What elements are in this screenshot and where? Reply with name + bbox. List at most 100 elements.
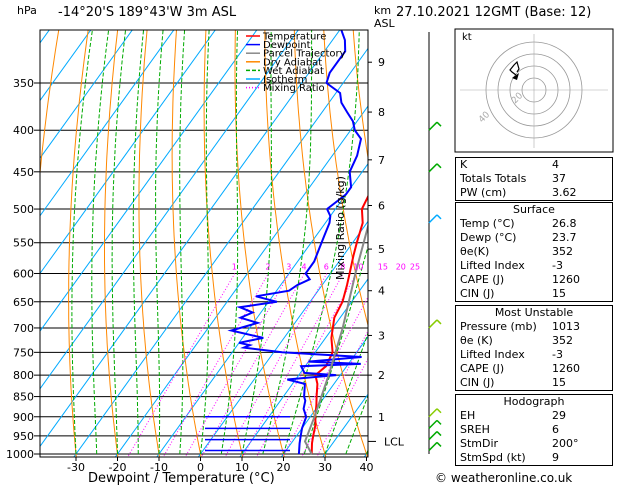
wind-barb-icon	[428, 214, 438, 224]
mixing-ratio-axis-title: Mixing Ratio (g/kg)	[334, 176, 347, 280]
pressure-tick-500: 500	[13, 203, 34, 216]
wind-barb-icon	[428, 431, 438, 441]
legend-item-mixing-ratio: Mixing Ratio	[263, 83, 325, 94]
pressure-tick-550: 550	[13, 237, 34, 250]
general-index-label: K	[460, 158, 468, 171]
surface-index-label: Lifted Index	[460, 259, 525, 272]
most-unstable-index-label: CIN (J)	[460, 376, 495, 389]
general-index-value: 3.62	[552, 186, 577, 199]
wind-barb-flag	[436, 431, 442, 437]
surface-title: Surface	[513, 203, 555, 216]
wind-barb-icon	[428, 121, 438, 131]
isotherm-line	[280, 335, 368, 457]
temp-tick--20: -20	[109, 461, 127, 474]
wet-adiabat-line	[324, 331, 368, 455]
mixing-ratio-line	[300, 329, 368, 457]
wet-adiabat-line	[111, 30, 127, 455]
hodograph-index-label: EH	[460, 409, 476, 422]
surface-index-label: Temp (°C)	[460, 217, 515, 230]
legend-item-temperature: Temperature	[262, 32, 326, 43]
general-index-label: PW (cm)	[460, 186, 507, 199]
pressure-tick-650: 650	[13, 296, 34, 309]
surface-index-value: 352	[552, 245, 573, 258]
surface-index-value: -3	[552, 259, 563, 272]
dry-adiabat-line	[323, 30, 368, 328]
mixing-ratio-label-2: 2	[265, 262, 270, 271]
temp-tick--30: -30	[67, 461, 85, 474]
wet-adiabat-line	[283, 30, 360, 455]
wind-barb-flag	[436, 419, 442, 425]
wet-adiabat-line	[241, 30, 272, 455]
isotherm-line	[114, 105, 368, 457]
isotherm-line	[239, 278, 368, 457]
hodograph-index-label: StmDir	[460, 437, 499, 450]
wind-barb-flag	[436, 441, 442, 447]
surface-index-value: 15	[552, 287, 566, 300]
dry-adiabat-line	[264, 30, 327, 457]
dry-adiabat-line	[171, 30, 202, 457]
wind-barb-icon	[428, 163, 438, 173]
hodograph-index-value: 6	[552, 423, 559, 436]
pressure-tick-450: 450	[13, 166, 34, 179]
lcl-label: LCL	[384, 435, 405, 448]
dewpoint-line	[227, 30, 363, 455]
pressure-tick-600: 600	[13, 267, 34, 280]
wind-barb-flag	[436, 214, 442, 220]
km-tick-3: 3	[378, 329, 385, 342]
wind-barb-icon	[428, 408, 438, 418]
temp-tick-0: 0	[197, 461, 204, 474]
km-tick-9: 9	[378, 56, 385, 69]
isotherm-line	[73, 47, 368, 457]
dry-adiabat-line	[138, 30, 161, 457]
mixing-ratio-label-20: 20	[396, 262, 406, 271]
mixing-ratio-line	[162, 273, 269, 457]
km-tick-8: 8	[378, 106, 385, 119]
surface-table: Surface Temp (°C) 26.8 Dewp (°C) 23.7 θe(K) 3…	[455, 202, 613, 302]
pressure-tick-400: 400	[13, 124, 34, 137]
wind-barb-flag	[436, 408, 442, 414]
dry-adiabat-line	[40, 30, 60, 179]
mixing-ratio-line	[241, 273, 344, 457]
km-tick-2: 2	[378, 369, 385, 382]
copyright-footer: © weatheronline.co.uk	[435, 471, 573, 485]
wind-barb-icon	[428, 441, 438, 451]
wet-adiabat-line	[71, 30, 93, 455]
most-unstable-table: Most Unstable Pressure (mb) 1013 θe (K) 352…	[455, 305, 613, 391]
legend-item-dewpoint: Dewpoint	[263, 40, 311, 51]
x-axis-title: Dewpoint / Temperature (°C)	[88, 471, 275, 486]
legend-item-isotherm: Isotherm	[263, 75, 307, 86]
asl-label: ASL	[374, 17, 395, 30]
mixing-ratio-label-8: 8	[340, 262, 345, 271]
legend-item-parcel-trajectory: Parcel Trajectory	[263, 49, 346, 60]
isotherm-line	[40, 30, 216, 275]
wet-adiabat-line	[132, 30, 145, 455]
dry-adiabat-line	[104, 30, 119, 457]
wet-adiabat-line	[200, 30, 210, 455]
wind-barb-flag	[436, 319, 442, 325]
pressure-tick-700: 700	[13, 322, 34, 335]
mixing-ratio-label-6: 6	[324, 262, 329, 271]
dry-adiabat-line	[234, 30, 285, 457]
wind-barb-icon	[428, 419, 438, 429]
km-tick-1: 1	[378, 411, 385, 424]
wet-adiabat-line	[155, 30, 164, 455]
km-tick-4: 4	[378, 285, 385, 298]
pressure-tick-800: 800	[13, 369, 34, 382]
temp-tick-30: 30	[318, 461, 332, 474]
wet-adiabat-line	[179, 30, 186, 455]
isotherm-line	[197, 220, 368, 457]
wind-barb-flag	[436, 163, 442, 169]
most-unstable-index-label: CAPE (J)	[460, 362, 505, 375]
km-tick-6: 6	[378, 199, 385, 212]
pressure-tick-750: 750	[13, 346, 34, 359]
datetime-title: 27.10.2021 12GMT (Base: 12)	[396, 5, 592, 20]
surface-index-label: CIN (J)	[460, 287, 495, 300]
temp-tick-40: 40	[360, 461, 374, 474]
dry-adiabat-line	[611, 4, 629, 471]
wet-adiabat-line	[303, 244, 368, 455]
general-index-label: Totals Totals	[460, 172, 527, 185]
isotherm-line	[40, 30, 341, 448]
most-unstable-title: Most Unstable	[494, 306, 574, 319]
location-title: -14°20'S 189°43'W 3m ASL	[58, 5, 237, 20]
